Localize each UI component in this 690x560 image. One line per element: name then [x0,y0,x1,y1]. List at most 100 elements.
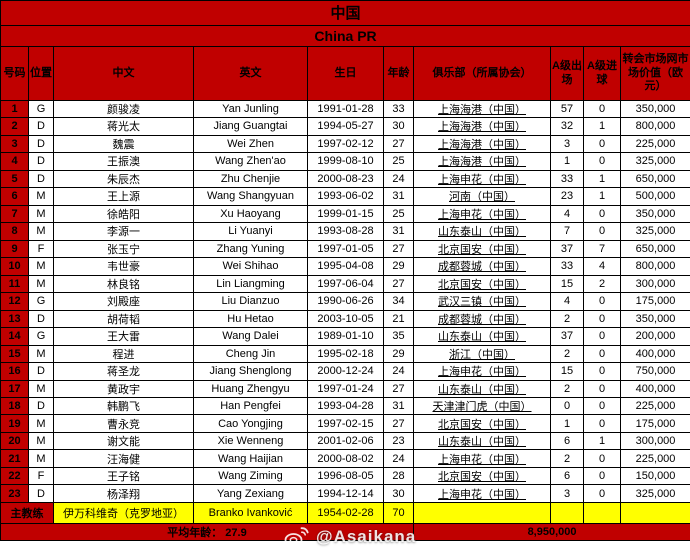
club-link[interactable]: 北京国安（中国） [438,418,526,431]
average-age-cell: 平均年龄： 27.9 [0,522,414,541]
player-club-cell: 上海海港（中国） [413,99,551,119]
player-number-cell: 18 [0,396,29,416]
table-subtitle: China PR [0,24,690,48]
club-link[interactable]: 上海海港（中国） [438,104,526,116]
player-caps-cell: 37 [550,239,584,259]
player-name-cn-cell: 林良铭 [53,274,194,294]
player-value-cell: 650,000 [619,169,690,189]
player-goals-cell: 1 [583,169,621,189]
player-goals-cell: 0 [583,449,621,468]
player-position-cell: D [28,117,54,136]
club-link[interactable]: 上海申花（中国） [438,208,526,221]
player-number-cell: 7 [0,204,29,224]
player-birthdate-cell: 2000-08-23 [307,169,384,189]
player-value-cell: 800,000 [619,117,690,136]
player-age-cell: 24 [383,362,414,381]
player-row: 21 M 汪海健 Wang Haijian 2000-08-02 24 上海申花… [0,449,690,468]
player-caps-cell: 6 [550,431,584,451]
club-link[interactable]: 上海海港（中国） [438,121,526,134]
club-link[interactable]: 北京国安（中国） [438,243,526,256]
club-link[interactable]: 上海申花（中国） [438,366,526,379]
player-age-cell: 28 [383,466,414,486]
player-number-cell: 23 [0,484,29,503]
club-link[interactable]: 武汉三镇（中国） [438,296,526,309]
player-birthdate-cell: 1991-01-28 [307,99,384,119]
player-number-cell: 19 [0,414,29,433]
player-caps-cell: 15 [550,274,584,294]
player-row: 15 M 程进 Cheng Jin 1995-02-18 29 浙江（中国） 2… [0,344,690,364]
club-link[interactable]: 上海申花（中国） [438,488,526,501]
player-row: 11 M 林良铭 Lin Liangming 1997-06-04 27 北京国… [0,274,690,294]
player-number-cell: 2 [0,117,29,136]
player-number-cell: 5 [0,169,29,189]
player-birthdate-cell: 1997-02-12 [307,134,384,154]
player-club-cell: 上海海港（中国） [413,117,551,136]
player-caps-cell: 15 [550,362,584,381]
coach-caps-cell [550,501,584,524]
player-club-cell: 上海申花（中国） [413,484,551,503]
player-position-cell: F [28,239,54,259]
player-name-en-cell: Han Pengfei [193,396,308,416]
player-row: 12 G 刘殿座 Liu Dianzuo 1990-06-26 34 武汉三镇（… [0,292,690,311]
coach-name-en-cell: Branko Ivanković [193,501,308,524]
player-number-cell: 10 [0,257,29,276]
player-name-cn-cell: 谢文能 [53,431,194,451]
player-name-en-cell: Wei Shihao [193,257,308,276]
table-title: 中国 [0,0,690,26]
player-name-en-cell: Xu Haoyang [193,204,308,224]
player-club-cell: 上海申花（中国） [413,169,551,189]
coach-name-cn-cell: 伊万科维奇（克罗地亚） [53,501,194,524]
player-name-en-cell: Wang Zhen'ao [193,152,308,171]
player-caps-cell: 57 [550,99,584,119]
player-birthdate-cell: 1989-01-10 [307,327,384,346]
club-link[interactable]: 浙江（中国） [449,348,515,361]
player-row: 14 G 王大雷 Wang Dalei 1989-01-10 35 山东泰山（中… [0,327,690,346]
player-number-cell: 16 [0,362,29,381]
club-link[interactable]: 北京国安（中国） [438,471,526,484]
player-name-en-cell: Jiang Guangtai [193,117,308,136]
club-link[interactable]: 山东泰山（中国） [438,226,526,239]
player-caps-cell: 2 [550,344,584,364]
player-number-cell: 20 [0,431,29,451]
player-caps-cell: 3 [550,484,584,503]
club-link[interactable]: 天津津门虎（中国） [432,401,532,414]
club-link[interactable]: 河南（中国） [449,191,515,204]
club-link[interactable]: 上海海港（中国） [438,156,526,169]
club-link[interactable]: 北京国安（中国） [438,278,526,291]
player-value-cell: 750,000 [619,362,690,381]
player-caps-cell: 2 [550,449,584,468]
club-link[interactable]: 成都蓉城（中国） [438,313,526,326]
player-name-en-cell: Jiang Shenglong [193,362,308,381]
player-club-cell: 武汉三镇（中国） [413,292,551,311]
player-club-cell: 上海申花（中国） [413,204,551,224]
club-link[interactable]: 山东泰山（中国） [438,331,526,344]
player-name-cn-cell: 韦世豪 [53,257,194,276]
player-birthdate-cell: 1994-12-14 [307,484,384,503]
club-link[interactable]: 成都蓉城（中国） [438,261,526,274]
club-link[interactable]: 上海申花（中国） [438,173,526,186]
player-age-cell: 24 [383,449,414,468]
player-position-cell: M [28,257,54,276]
player-row: 4 D 王振澳 Wang Zhen'ao 1999-08-10 25 上海海港（… [0,152,690,171]
coach-birthdate-cell: 1954-02-28 [307,501,384,524]
player-caps-cell: 2 [550,379,584,399]
player-age-cell: 27 [383,274,414,294]
club-link[interactable]: 上海海港（中国） [438,138,526,151]
player-number-cell: 15 [0,344,29,364]
coach-goals-cell [583,501,621,524]
player-birthdate-cell: 2000-08-02 [307,449,384,468]
player-name-en-cell: Hu Hetao [193,309,308,329]
player-position-cell: D [28,362,54,381]
club-link[interactable]: 山东泰山（中国） [438,383,526,396]
player-name-cn-cell: 刘殿座 [53,292,194,311]
player-goals-cell: 0 [583,414,621,433]
club-link[interactable]: 山东泰山（中国） [438,436,526,449]
player-goals-cell: 0 [583,292,621,311]
player-birthdate-cell: 1999-01-15 [307,204,384,224]
player-birthdate-cell: 1997-01-05 [307,239,384,259]
player-goals-cell: 0 [583,362,621,381]
player-age-cell: 35 [383,327,414,346]
player-value-cell: 300,000 [619,431,690,451]
club-link[interactable]: 上海申花（中国） [438,453,526,466]
player-row: 6 M 王上源 Wang Shangyuan 1993-06-02 31 河南（… [0,187,690,206]
